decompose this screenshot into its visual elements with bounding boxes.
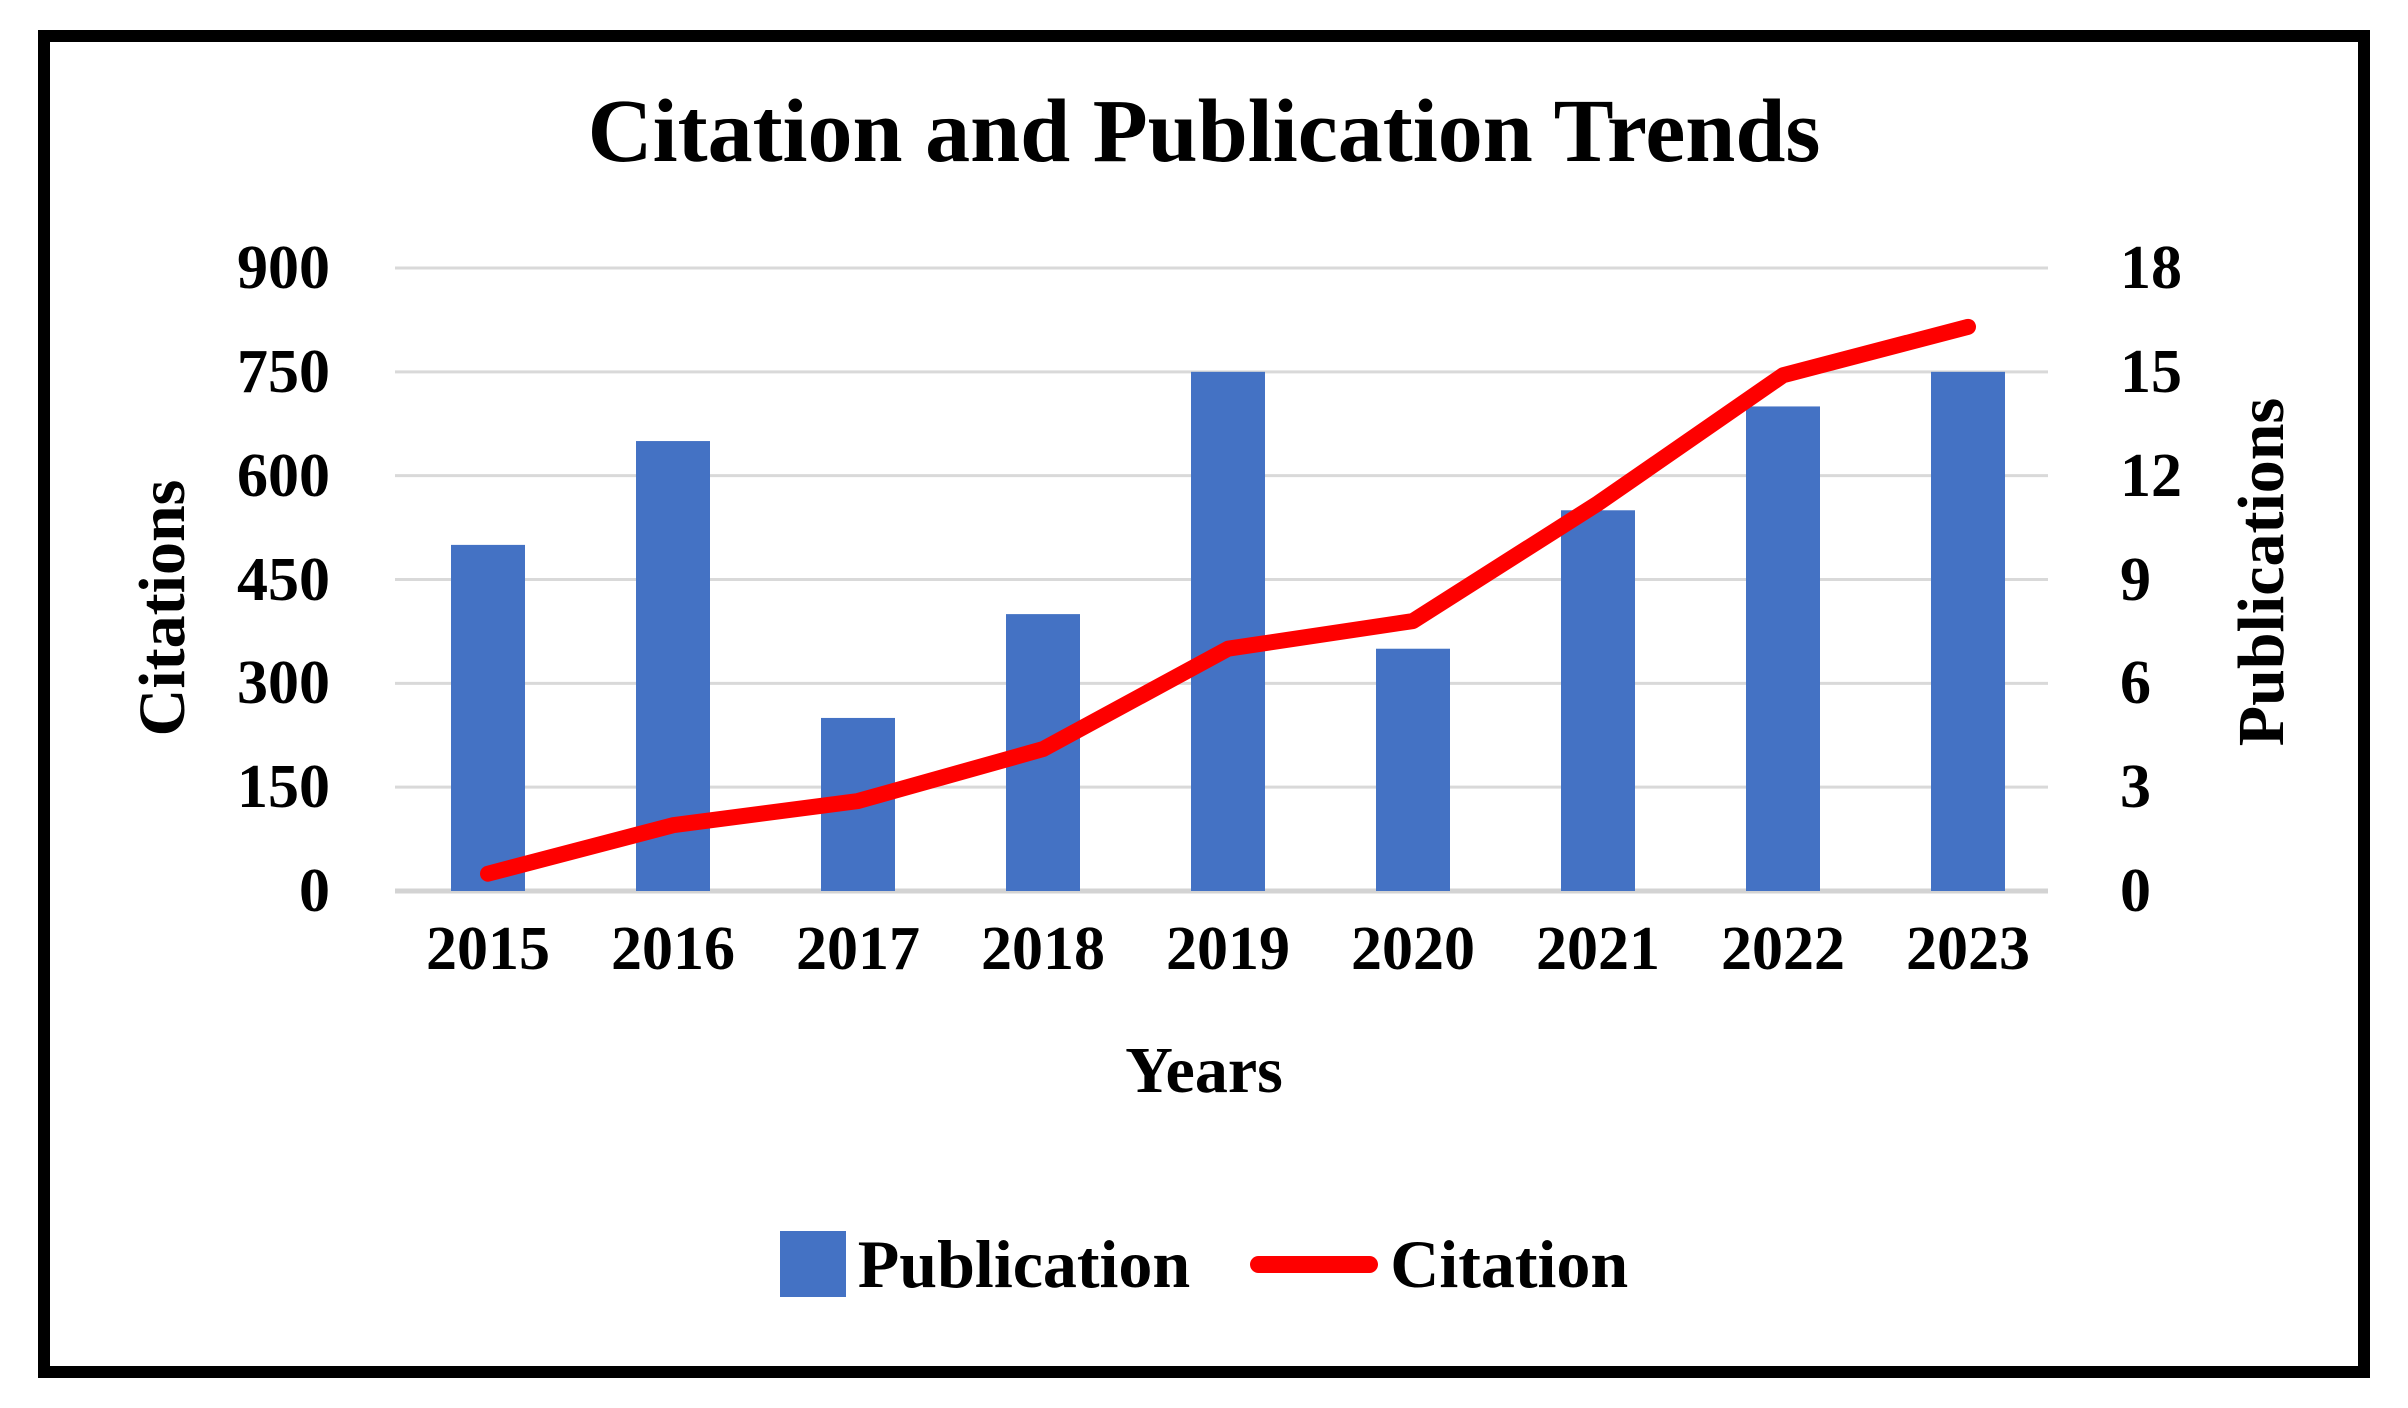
x-axis-label-2015: 2015	[426, 915, 550, 983]
citation-line-swatch-icon	[1250, 1255, 1379, 1273]
legend-label-citation: Citation	[1390, 1226, 1629, 1302]
x-axis-title: Years	[1125, 1034, 1283, 1107]
left-axis-tick: 900	[237, 234, 330, 302]
left-axis-tick: 600	[237, 441, 330, 510]
chart-border	[38, 30, 2370, 1378]
legend-label-publication: Publication	[857, 1226, 1191, 1302]
right-axis-tick: 9	[2120, 545, 2151, 614]
publication-bar-2020	[1376, 648, 1450, 891]
right-axis-tick: 12	[2120, 441, 2182, 510]
right-axis-tick: 3	[2120, 753, 2151, 822]
left-axis-tick: 150	[237, 753, 330, 822]
x-axis-label-2017: 2017	[796, 915, 920, 983]
x-axis-label-2021: 2021	[1536, 915, 1660, 983]
right-axis-title: Publications	[2225, 397, 2298, 747]
left-axis-title: Citations	[126, 479, 199, 737]
publication-bar-2023	[1931, 371, 2005, 891]
x-axis-label-2023: 2023	[1906, 915, 2030, 983]
publication-bar-2022	[1746, 406, 1820, 891]
x-axis-label-2016: 2016	[611, 915, 735, 983]
x-axis-label-2019: 2019	[1166, 915, 1290, 983]
left-axis-tick: 450	[237, 545, 330, 614]
right-axis-tick: 18	[2120, 234, 2182, 302]
x-axis-label-2018: 2018	[981, 915, 1105, 983]
legend: Publication Citation	[0, 1230, 2408, 1298]
publication-swatch-icon	[779, 1231, 846, 1297]
right-axis-tick: 6	[2120, 649, 2151, 718]
left-axis-tick: 750	[237, 337, 330, 406]
publication-bar-2019	[1191, 371, 1265, 891]
chart-title: Citation and Publication Trends	[587, 82, 1821, 181]
left-axis-tick: 0	[299, 857, 330, 925]
legend-item-publication: Publication	[779, 1226, 1191, 1302]
publication-bar-2015	[451, 544, 525, 891]
right-axis-tick: 0	[2120, 857, 2151, 925]
x-axis-label-2022: 2022	[1721, 915, 1845, 983]
left-axis-tick: 300	[237, 649, 330, 718]
right-axis-tick: 15	[2120, 337, 2182, 406]
x-axis-label-2020: 2020	[1351, 915, 1475, 983]
publication-bar-2021	[1561, 510, 1635, 891]
citation-line	[480, 318, 1976, 882]
legend-item-citation: Citation	[1250, 1230, 1628, 1298]
